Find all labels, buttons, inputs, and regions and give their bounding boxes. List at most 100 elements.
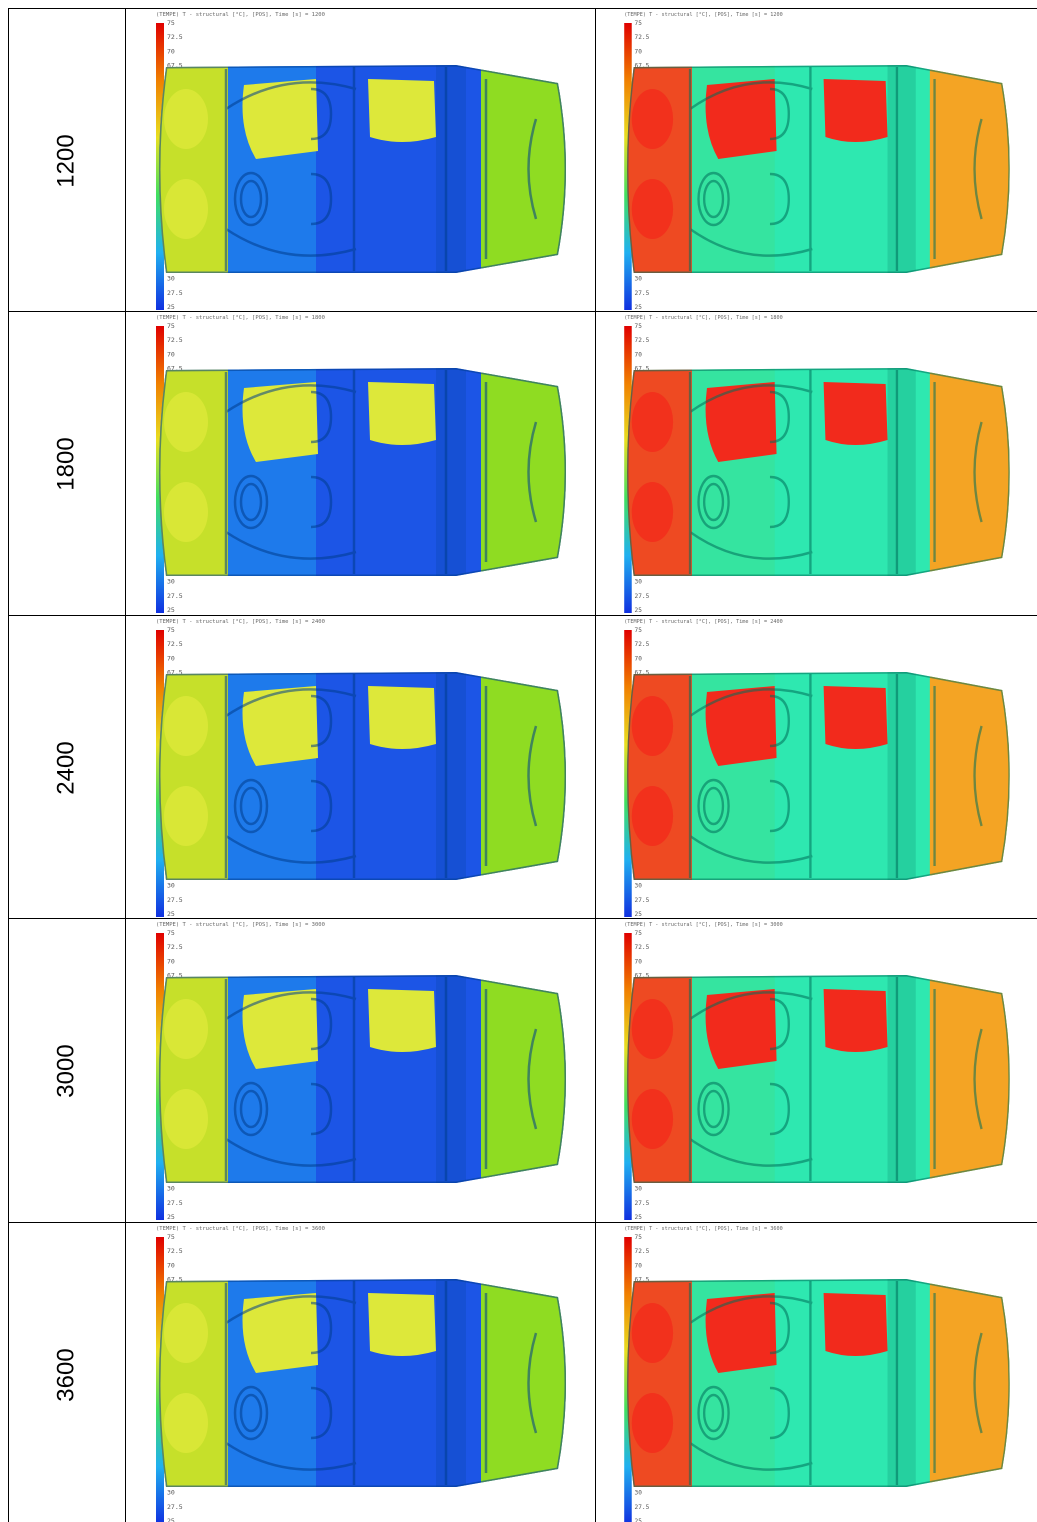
caption: (TEMPE) T - structural [°C], [POS], Time…: [156, 922, 325, 928]
legend-tick: 30: [635, 275, 643, 282]
legend-tick: 75: [167, 1233, 175, 1241]
row-label-cell: 2400: [8, 615, 125, 919]
car-model: [615, 352, 1029, 592]
caption: (TEMPE) T - structural [°C], [POS], Time…: [624, 619, 783, 625]
legend-tick: 70: [167, 957, 175, 965]
result-panel: 7572.57067.56562.56057.55552.55047.54542…: [125, 8, 595, 312]
car-model: [146, 959, 586, 1199]
legend-tick: 27.5: [167, 1199, 183, 1207]
legend-tick: 30: [167, 882, 175, 890]
thermal-image: 7572.57067.56562.56057.55552.55047.54542…: [126, 312, 595, 615]
car-model: [615, 656, 1029, 896]
legend-tick: 25: [635, 1518, 643, 1522]
caption: (TEMPE) T - structural [°C], [POS], Time…: [624, 315, 783, 321]
row-label: 1800: [53, 437, 81, 490]
legend-tick: 72.5: [635, 944, 650, 951]
legend-tick: 72.5: [167, 336, 183, 344]
caption: (TEMPE) T - structural [°C], [POS], Time…: [624, 1226, 783, 1232]
caption: (TEMPE) T - structural [°C], [POS], Time…: [156, 315, 325, 321]
legend-tick: 25: [635, 304, 643, 311]
legend-tick: 75: [635, 627, 643, 634]
legend-tick: 25: [167, 606, 175, 614]
car-model: [146, 656, 586, 896]
result-panel: 7572.57067.56562.56057.55552.55047.54542…: [595, 8, 1037, 312]
caption: (TEMPE) T - structural [°C], [POS], Time…: [156, 12, 325, 18]
result-panel: 7572.57067.56562.56057.55552.55047.54542…: [595, 615, 1037, 919]
legend-tick: 27.5: [167, 592, 183, 600]
legend-tick: 25: [167, 1213, 175, 1221]
thermal-image: 7572.57067.56562.56057.55552.55047.54542…: [596, 616, 1037, 919]
result-panel: 7572.57067.56562.56057.55552.55047.54542…: [125, 1222, 595, 1522]
car-model: [146, 352, 586, 592]
legend-tick: 30: [635, 578, 643, 585]
caption: (TEMPE) T - structural [°C], [POS], Time…: [624, 12, 783, 18]
legend-tick: 72.5: [167, 33, 183, 41]
row-label-cell: 1800: [8, 311, 125, 615]
legend-tick: 25: [167, 910, 175, 918]
legend-tick: 72.5: [635, 337, 650, 344]
legend-tick: 30: [635, 882, 643, 889]
page: 1200 7572.57067.56562.56057.55552.55047.…: [0, 0, 1037, 1522]
result-panel: 7572.57067.56562.56057.55552.55047.54542…: [125, 311, 595, 615]
result-panel: 7572.57067.56562.56057.55552.55047.54542…: [595, 1222, 1037, 1522]
legend-tick: 72.5: [635, 641, 650, 648]
legend-tick: 70: [167, 47, 175, 55]
legend-tick: 27.5: [167, 1503, 183, 1511]
result-panel: 7572.57067.56562.56057.55552.55047.54542…: [595, 918, 1037, 1222]
result-panel: 7572.57067.56562.56057.55552.55047.54542…: [595, 311, 1037, 615]
legend-tick: 75: [635, 930, 643, 937]
legend-tick: 75: [167, 322, 175, 330]
legend-tick: 25: [167, 303, 175, 311]
legend-tick: 25: [635, 911, 643, 918]
legend-tick: 75: [635, 323, 643, 330]
thermal-image: 7572.57067.56562.56057.55552.55047.54542…: [596, 919, 1037, 1222]
legend-tick: 70: [635, 1262, 643, 1269]
row-label: 3000: [53, 1044, 81, 1097]
car-model: [146, 1263, 586, 1503]
legend-tick: 75: [635, 1234, 643, 1241]
car-model: [615, 49, 1029, 289]
legend-tick: 27.5: [635, 593, 650, 600]
legend-tick: 30: [635, 1185, 643, 1192]
legend-tick: 70: [635, 351, 643, 358]
legend-tick: 27.5: [167, 896, 183, 904]
car-model: [615, 1263, 1029, 1503]
row-label: 1200: [53, 134, 81, 187]
row-label-cell: 3000: [8, 918, 125, 1222]
legend-tick: 72.5: [167, 640, 183, 648]
row-label-cell: 1200: [8, 8, 125, 312]
legend-tick: 27.5: [635, 1504, 650, 1511]
legend-tick: 30: [167, 578, 175, 586]
legend-tick: 25: [167, 1517, 175, 1522]
legend-tick: 72.5: [635, 34, 650, 41]
legend-tick: 70: [167, 350, 175, 358]
legend-tick: 70: [635, 655, 643, 662]
legend-tick: 30: [635, 1489, 643, 1496]
result-panel: 7572.57067.56562.56057.55552.55047.54542…: [125, 615, 595, 919]
legend-tick: 30: [167, 1489, 175, 1497]
legend-tick: 27.5: [635, 1200, 650, 1207]
legend-tick: 72.5: [167, 1247, 183, 1255]
legend-tick: 75: [635, 20, 643, 27]
caption: (TEMPE) T - structural [°C], [POS], Time…: [156, 619, 325, 625]
caption: (TEMPE) T - structural [°C], [POS], Time…: [624, 922, 783, 928]
legend-tick: 75: [167, 929, 175, 937]
car-model: [146, 49, 586, 289]
legend-tick: 27.5: [635, 290, 650, 297]
thermal-image: 7572.57067.56562.56057.55552.55047.54542…: [126, 1223, 595, 1522]
legend-tick: 27.5: [167, 289, 183, 297]
result-panel: 7572.57067.56562.56057.55552.55047.54542…: [125, 918, 595, 1222]
legend-tick: 70: [167, 1261, 175, 1269]
legend-tick: 30: [167, 1185, 175, 1193]
thermal-image: 7572.57067.56562.56057.55552.55047.54542…: [596, 312, 1037, 615]
legend-tick: 72.5: [167, 943, 183, 951]
thermal-image: 7572.57067.56562.56057.55552.55047.54542…: [126, 616, 595, 919]
legend-tick: 75: [167, 626, 175, 634]
row-label: 3600: [53, 1348, 81, 1401]
legend-tick: 75: [167, 19, 175, 27]
thermal-image: 7572.57067.56562.56057.55552.55047.54542…: [596, 1223, 1037, 1522]
caption: (TEMPE) T - structural [°C], [POS], Time…: [156, 1226, 325, 1232]
legend-tick: 72.5: [635, 1248, 650, 1255]
thermal-image: 7572.57067.56562.56057.55552.55047.54542…: [126, 919, 595, 1222]
legend-tick: 30: [167, 275, 175, 283]
